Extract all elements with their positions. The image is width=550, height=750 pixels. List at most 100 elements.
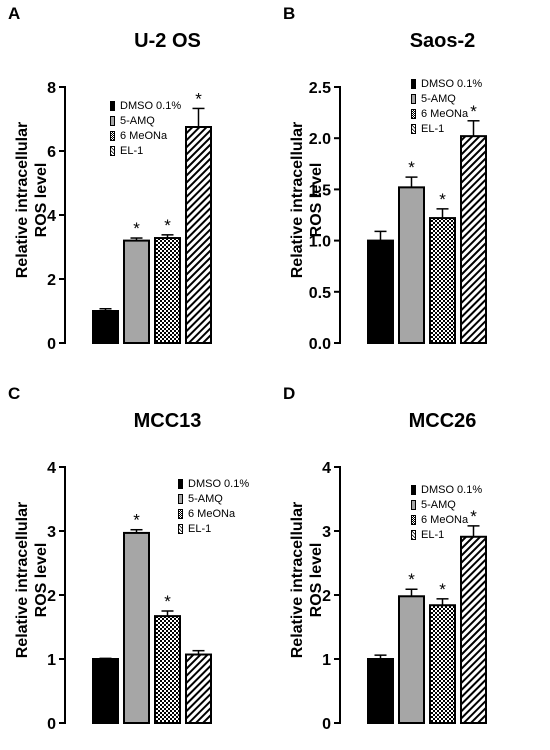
legend-swatch — [178, 523, 183, 534]
legend-label: 6 MeONa — [421, 513, 469, 526]
chart-title: MCC26 — [408, 410, 477, 432]
panel-letter: D — [283, 384, 296, 403]
legend-label: DMSO 0.1% — [188, 477, 250, 490]
y-tick-label: 2 — [47, 272, 56, 289]
legend: DMSO 0.1% 5-AMQ 6 MeONa EL-1 — [411, 482, 482, 542]
legend-swatch — [411, 499, 416, 510]
bar — [460, 535, 487, 724]
y-tick-label: 4 — [322, 460, 331, 477]
legend-item: 5-AMQ — [411, 91, 482, 106]
legend-label: EL-1 — [421, 122, 445, 135]
bar-plot: 0 1 2 3 4 * * — [47, 460, 212, 733]
legend-swatch — [411, 123, 416, 134]
legend-swatch — [178, 493, 183, 504]
bar-plot: 0.0 0.5 1.0 1.5 2.0 2.5 * * * — [309, 80, 487, 353]
bar — [398, 186, 425, 344]
bar — [429, 217, 456, 345]
panel-letter: C — [8, 384, 21, 403]
legend-item: EL-1 — [411, 121, 482, 136]
legend-item: 6 MeONa — [178, 506, 249, 521]
significance-mark: * — [164, 216, 171, 235]
bar — [185, 653, 212, 724]
legend-swatch — [411, 93, 416, 104]
legend: DMSO 0.1% 5-AMQ 6 MeONa EL-1 — [411, 76, 482, 136]
significance-mark: * — [408, 158, 415, 177]
legend-swatch — [411, 78, 416, 89]
y-tick-label: 1 — [322, 652, 331, 669]
legend-item: DMSO 0.1% — [178, 476, 249, 491]
legend-item: EL-1 — [411, 527, 482, 542]
significance-mark: * — [195, 89, 202, 108]
y-tick-label: 0 — [47, 336, 56, 353]
legend-label: 5-AMQ — [120, 114, 155, 127]
legend-swatch — [411, 484, 416, 495]
legend-swatch — [178, 478, 183, 489]
significance-mark: * — [439, 190, 446, 209]
legend-swatch — [110, 145, 115, 156]
y-tick-label: 2 — [47, 588, 56, 605]
legend-label: 6 MeONa — [188, 507, 236, 520]
y-tick-label: 0 — [322, 716, 331, 733]
significance-mark: * — [408, 570, 415, 589]
chart-title: Saos-2 — [409, 30, 476, 52]
bar — [154, 615, 181, 724]
legend-label: EL-1 — [120, 144, 144, 157]
bar — [460, 135, 487, 344]
legend-item: 6 MeONa — [411, 512, 482, 527]
legend-swatch — [110, 130, 115, 141]
y-tick-label: 0 — [47, 716, 56, 733]
legend-swatch — [110, 100, 115, 111]
legend-label: 6 MeONa — [421, 107, 469, 120]
bar — [367, 658, 394, 724]
legend-label: 5-AMQ — [421, 498, 456, 511]
bar-plot: 0 1 2 3 4 * * * — [322, 460, 487, 733]
legend-label: DMSO 0.1% — [421, 483, 483, 496]
legend-swatch — [411, 529, 416, 540]
bar — [154, 237, 181, 344]
legend-item: DMSO 0.1% — [110, 98, 181, 113]
legend-label: EL-1 — [188, 522, 212, 535]
bar — [367, 239, 394, 345]
legend-label: EL-1 — [421, 528, 445, 541]
bar-plot: 0 2 4 6 8 * * * — [47, 80, 212, 353]
chart-title: U-2 OS — [134, 30, 201, 52]
significance-mark: * — [470, 507, 477, 526]
bar — [185, 126, 212, 344]
y-tick-label: 0.0 — [309, 336, 331, 353]
panel-c: C MCC13 Relative intracellular ROS level… — [0, 380, 275, 750]
y-tick-label: 3 — [47, 524, 56, 541]
y-tick-label: 3 — [322, 524, 331, 541]
panel-letter: B — [283, 4, 296, 23]
legend: DMSO 0.1% 5-AMQ 6 MeONa EL-1 — [178, 476, 249, 536]
y-tick-label: 8 — [47, 80, 56, 97]
significance-mark: * — [133, 511, 140, 530]
bar — [92, 310, 119, 344]
legend-item: EL-1 — [178, 521, 249, 536]
legend-label: 5-AMQ — [421, 92, 456, 105]
significance-mark: * — [439, 580, 446, 599]
bar — [398, 595, 425, 724]
y-tick-label: 2.5 — [309, 80, 331, 97]
y-tick-label: 4 — [47, 460, 56, 477]
legend-label: DMSO 0.1% — [421, 77, 483, 90]
significance-mark: * — [470, 102, 477, 121]
panel-letter: A — [8, 4, 21, 23]
legend-item: EL-1 — [110, 143, 181, 158]
bar — [123, 531, 150, 724]
y-tick-label: 2.0 — [309, 131, 331, 148]
y-tick-label: 1 — [47, 652, 56, 669]
y-tick-label: 0.5 — [309, 285, 331, 302]
legend-swatch — [178, 508, 183, 519]
y-tick-label: 4 — [47, 208, 56, 225]
legend-swatch — [110, 115, 115, 126]
legend: DMSO 0.1% 5-AMQ 6 MeONa EL-1 — [110, 98, 181, 158]
legend-item: 5-AMQ — [178, 491, 249, 506]
legend-label: 5-AMQ — [188, 492, 223, 505]
legend-label: DMSO 0.1% — [120, 99, 182, 112]
legend-item: 6 MeONa — [110, 128, 181, 143]
legend-swatch — [411, 514, 416, 525]
legend-item: 5-AMQ — [411, 497, 482, 512]
significance-mark: * — [133, 219, 140, 238]
panel-b: B Saos-2 Relative intracellular ROS leve… — [275, 0, 550, 370]
bar — [429, 604, 456, 725]
